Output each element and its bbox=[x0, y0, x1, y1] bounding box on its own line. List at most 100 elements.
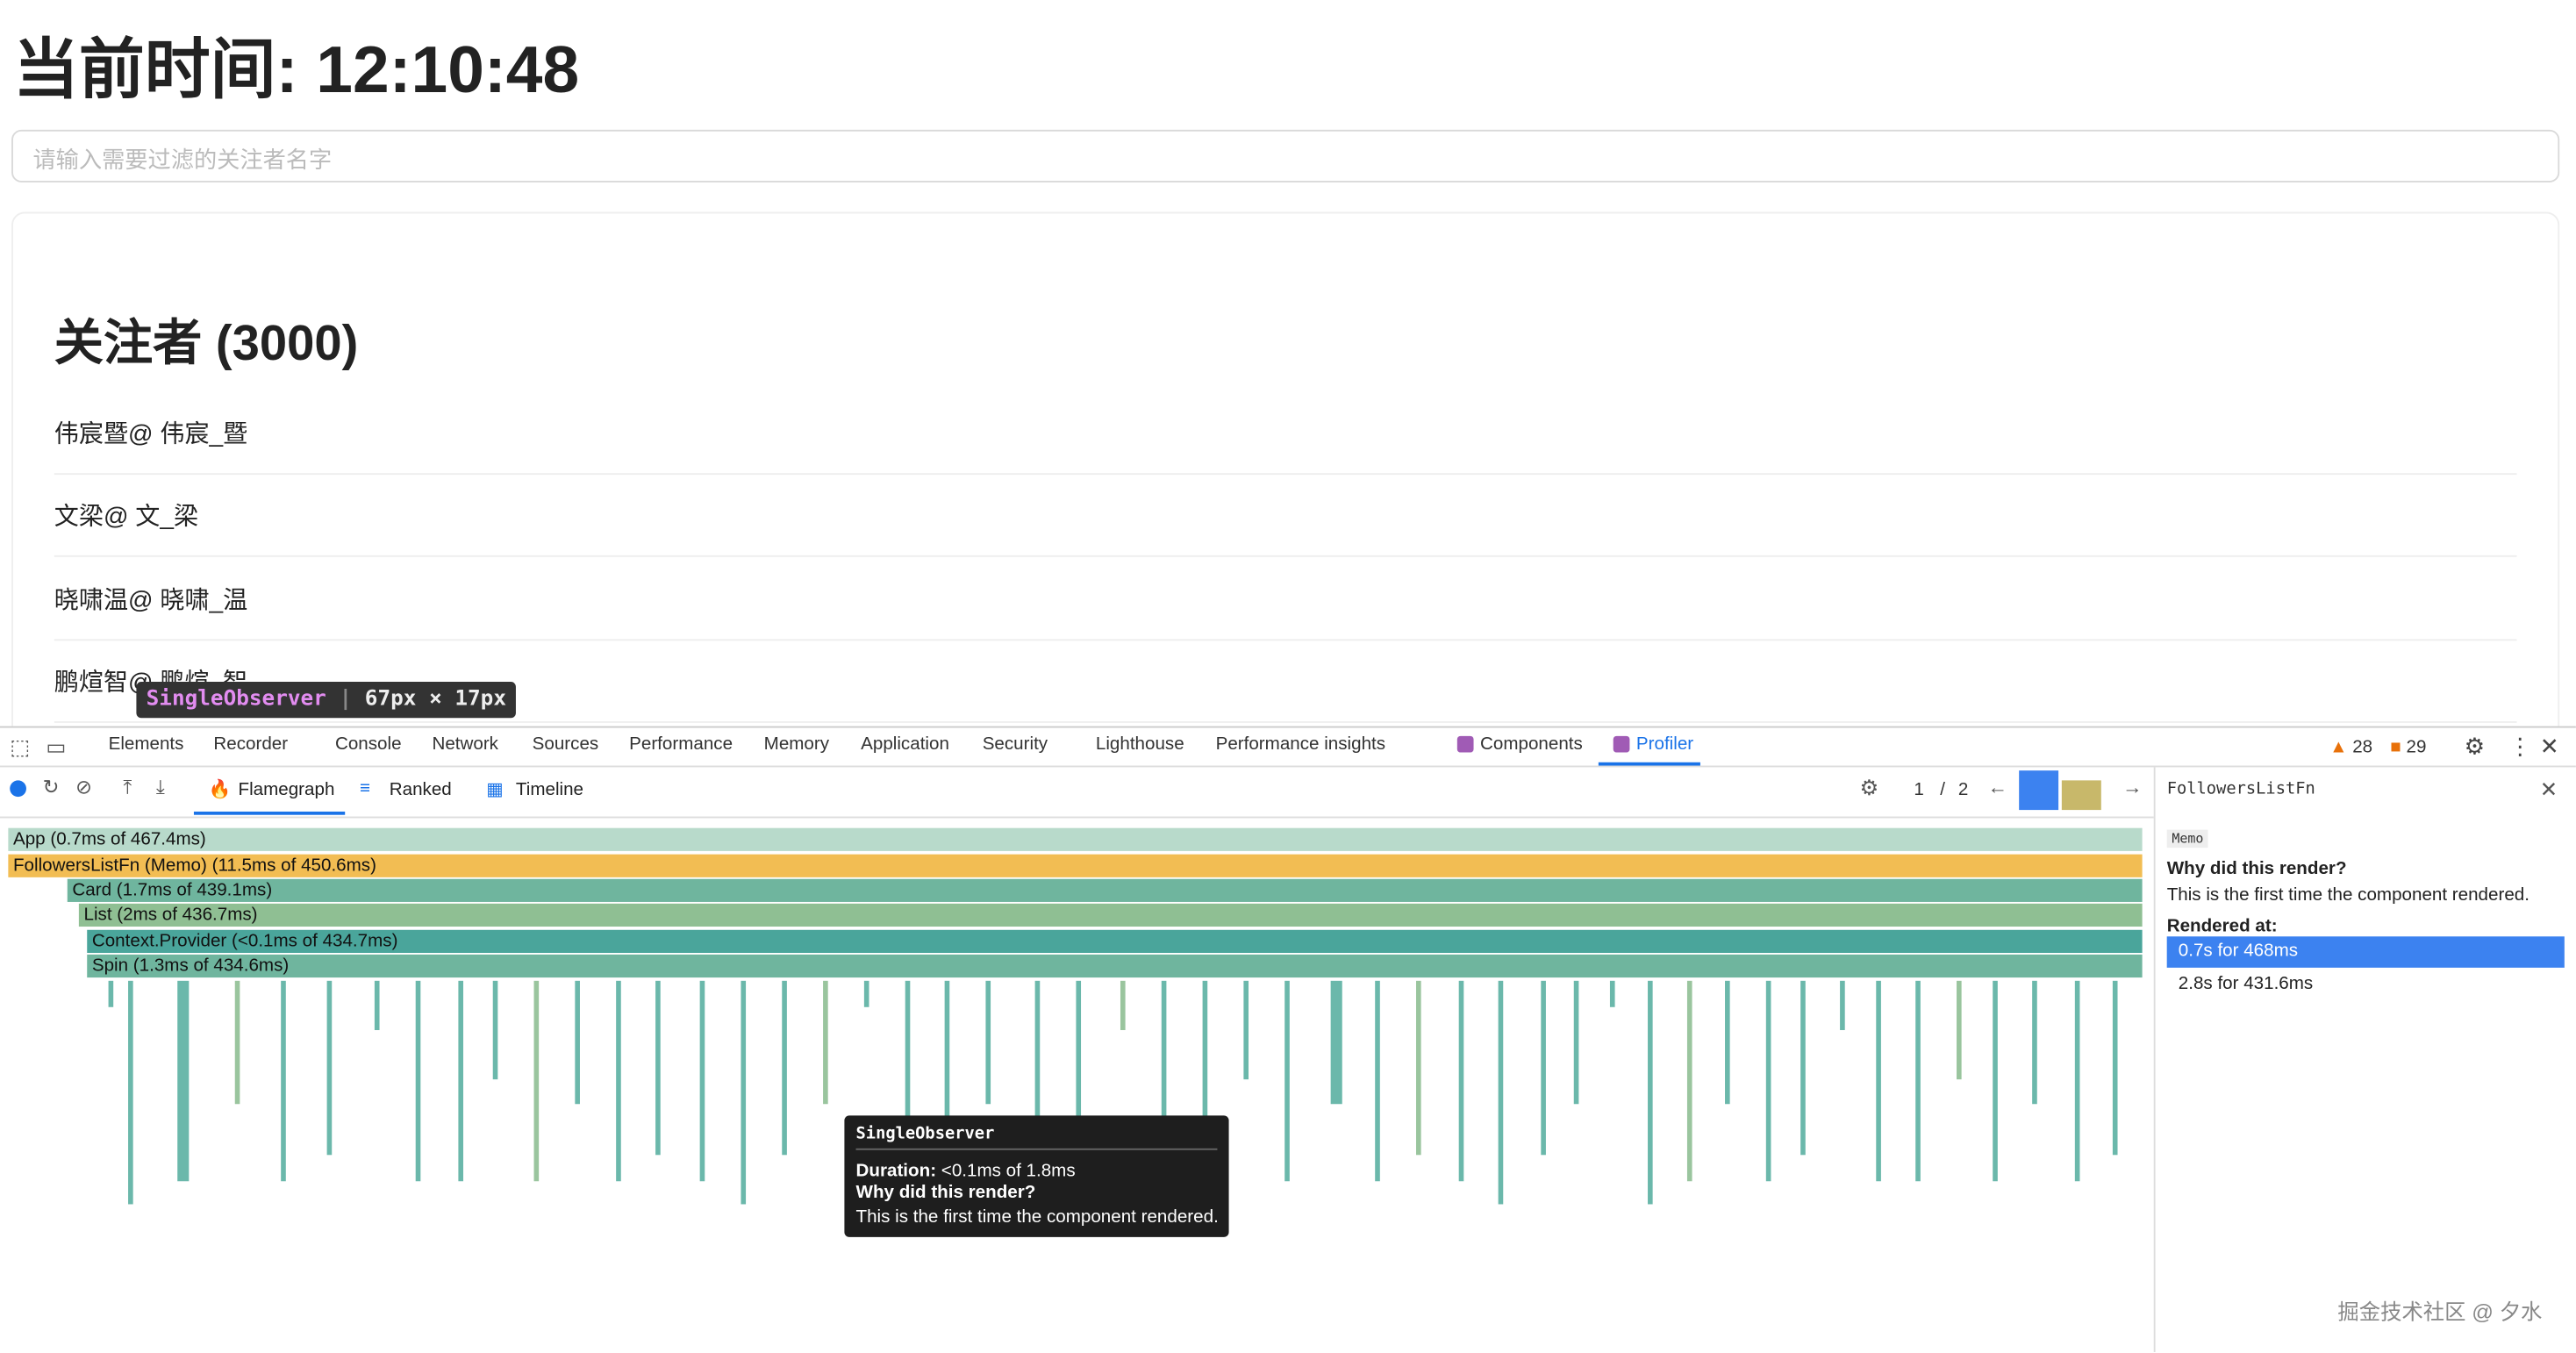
view-tab[interactable]: Ranked bbox=[389, 780, 452, 800]
child-node[interactable] bbox=[1120, 980, 1126, 1030]
devtools-tab[interactable]: Performance insights bbox=[1215, 734, 1386, 755]
child-node[interactable] bbox=[1915, 980, 1921, 1182]
upload[interactable]: ⤒ bbox=[123, 775, 132, 798]
device-icon[interactable]: ▭ bbox=[46, 734, 67, 760]
child-node[interactable] bbox=[1573, 980, 1579, 1105]
child-node[interactable] bbox=[1648, 980, 1653, 1205]
devtools-tab[interactable]: Components bbox=[1456, 734, 1583, 754]
devtools-tab[interactable]: Memory bbox=[763, 734, 830, 755]
render-row[interactable] bbox=[2166, 936, 2565, 968]
child-node[interactable] bbox=[905, 980, 911, 1205]
child-node[interactable] bbox=[1765, 980, 1771, 1182]
profiler-toolbar: ↻ ⊘ ⤒ ⤓ ⚙ 1 / 2 ← → bbox=[0, 767, 2154, 816]
child-node[interactable] bbox=[944, 980, 950, 1182]
child-node[interactable] bbox=[1609, 980, 1615, 1007]
child-node[interactable] bbox=[1284, 980, 1290, 1182]
warnings[interactable]: ▲ 28 bbox=[2329, 737, 2373, 758]
child-node[interactable] bbox=[782, 980, 787, 1156]
inspect-icon[interactable]: ⬚ bbox=[10, 734, 31, 760]
separator: / bbox=[1940, 780, 1946, 800]
child-node[interactable] bbox=[1840, 980, 1845, 1030]
next[interactable]: → bbox=[2122, 775, 2143, 798]
view-tab[interactable]: Flamegraph bbox=[238, 780, 335, 800]
child-node[interactable] bbox=[1993, 980, 1998, 1182]
child-node[interactable] bbox=[2032, 980, 2037, 1105]
child-node[interactable] bbox=[1957, 980, 1962, 1080]
prev[interactable]: ← bbox=[1987, 775, 2008, 798]
child-node[interactable] bbox=[1416, 980, 1421, 1156]
clear[interactable]: ⊘ bbox=[75, 775, 92, 798]
child-node[interactable] bbox=[108, 980, 114, 1007]
devtools-tab[interactable]: Sources bbox=[532, 734, 599, 755]
flame-node[interactable]: App (0.7ms of 467.4ms) bbox=[8, 827, 2143, 851]
reload[interactable]: ↻ bbox=[42, 775, 60, 798]
child-node[interactable] bbox=[326, 980, 333, 1156]
devtools-tab[interactable]: Recorder bbox=[213, 734, 289, 755]
issues[interactable]: ■ 29 bbox=[2390, 737, 2427, 758]
child-node[interactable] bbox=[699, 980, 705, 1182]
settings[interactable]: ⚙ bbox=[1859, 775, 1879, 800]
search-input[interactable]: 请输入需要过滤的关注者名字 bbox=[11, 129, 2560, 183]
more[interactable]: ⋮ bbox=[2508, 733, 2532, 760]
child-node[interactable] bbox=[281, 980, 286, 1182]
child-node[interactable] bbox=[533, 980, 540, 1182]
view-icon: ▦ bbox=[486, 780, 504, 800]
child-node[interactable] bbox=[1725, 980, 1730, 1105]
follower: 伟宸暨@ 伟宸_暨 bbox=[54, 420, 248, 449]
child-node[interactable] bbox=[1034, 980, 1041, 1182]
devtools-tab[interactable]: Elements bbox=[108, 734, 184, 755]
child-node[interactable] bbox=[1375, 980, 1380, 1182]
child-node[interactable] bbox=[985, 980, 991, 1105]
child-node[interactable] bbox=[492, 980, 498, 1080]
child-node[interactable] bbox=[374, 980, 380, 1030]
download[interactable]: ⤓ bbox=[155, 775, 165, 798]
commit-bar[interactable] bbox=[2019, 770, 2059, 811]
divider bbox=[2153, 767, 2156, 1352]
settings[interactable]: ⚙ bbox=[2464, 733, 2486, 760]
child-node[interactable] bbox=[2074, 980, 2080, 1182]
child-node[interactable] bbox=[1161, 980, 1167, 1182]
devtools-tab[interactable]: Console bbox=[334, 734, 402, 755]
devtools-tab[interactable]: Security bbox=[982, 734, 1048, 755]
devtools-tab[interactable]: Network bbox=[432, 734, 498, 755]
devtools-tab[interactable]: Profiler bbox=[1613, 734, 1693, 754]
child-node[interactable] bbox=[823, 980, 828, 1105]
child-node[interactable] bbox=[616, 980, 621, 1182]
child-node[interactable] bbox=[177, 980, 190, 1182]
flame-node[interactable]: List (2ms of 436.7ms) bbox=[78, 903, 2143, 927]
child-node[interactable] bbox=[1330, 980, 1342, 1105]
child-node[interactable] bbox=[741, 980, 747, 1205]
child-node[interactable] bbox=[234, 980, 240, 1105]
child-node[interactable] bbox=[1202, 980, 1208, 1182]
record[interactable] bbox=[10, 780, 26, 798]
divider bbox=[0, 765, 2576, 768]
child-node[interactable] bbox=[1800, 980, 1806, 1156]
child-node[interactable] bbox=[1076, 980, 1082, 1156]
tooltip-size: 67px × 17px bbox=[364, 686, 506, 712]
close[interactable]: ✕ bbox=[2539, 777, 2558, 802]
row-divider bbox=[54, 638, 2517, 641]
child-node[interactable] bbox=[2112, 980, 2118, 1156]
child-node[interactable] bbox=[1458, 980, 1464, 1182]
flame-node[interactable]: Context.Provider (<0.1ms of 434.7ms) bbox=[87, 929, 2143, 953]
flame-node[interactable]: Spin (1.3ms of 434.6ms) bbox=[87, 954, 2143, 978]
devtools-tab[interactable]: Lighthouse bbox=[1095, 734, 1184, 755]
child-node[interactable] bbox=[1686, 980, 1692, 1182]
child-node[interactable] bbox=[863, 980, 869, 1007]
child-node[interactable] bbox=[458, 980, 464, 1182]
child-node[interactable] bbox=[1541, 980, 1546, 1156]
child-node[interactable] bbox=[1498, 980, 1504, 1205]
child-node[interactable] bbox=[1243, 980, 1249, 1080]
flame-node[interactable]: Card (1.7ms of 439.1ms) bbox=[67, 878, 2143, 902]
child-node[interactable] bbox=[415, 980, 421, 1182]
child-node[interactable] bbox=[1876, 980, 1881, 1182]
close[interactable]: ✕ bbox=[2539, 733, 2559, 760]
child-node[interactable] bbox=[128, 980, 133, 1205]
view-tab[interactable]: Timeline bbox=[515, 780, 584, 800]
flame-node[interactable]: FollowersListFn (Memo) (11.5ms of 450.6m… bbox=[8, 854, 2143, 877]
commit-bar[interactable] bbox=[2061, 780, 2101, 811]
child-node[interactable] bbox=[655, 980, 661, 1156]
child-node[interactable] bbox=[575, 980, 580, 1105]
devtools-tab[interactable]: Performance bbox=[629, 734, 733, 755]
devtools-tab[interactable]: Application bbox=[861, 734, 949, 755]
